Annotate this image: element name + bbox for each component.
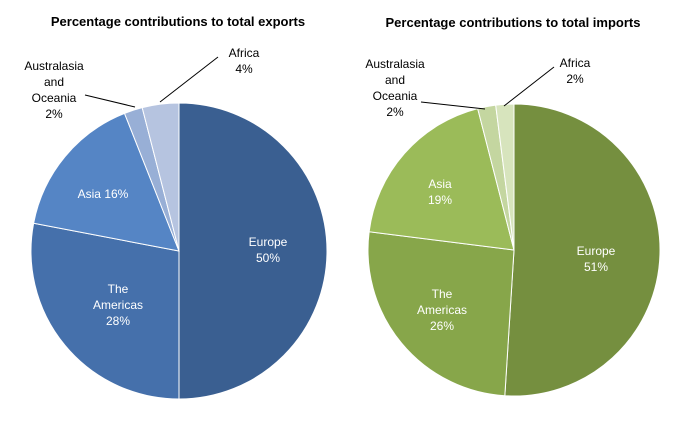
imports-label-australasia-and-oceania: Australasia and Oceania 2% — [365, 57, 425, 119]
imports-slice-africa — [495, 103, 515, 251]
exports-label-europe: Europe 50% — [249, 235, 288, 265]
exports-slice-europe — [178, 102, 328, 400]
exports-slice-asia — [33, 112, 180, 252]
exports-label-the-americas: The Americas 28% — [93, 282, 143, 328]
exports-label-australasia-and-oceania: Australasia and Oceania 2% — [24, 59, 84, 121]
imports-label-the-americas: The Americas 26% — [417, 287, 467, 333]
imports-leader-line-africa — [503, 66, 555, 107]
imports-slice-asia — [368, 107, 515, 251]
imports-label-asia: Asia 19% — [428, 177, 452, 207]
imports-label-africa: Africa 2% — [560, 56, 591, 86]
imports-chart-title: Percentage contributions to total import… — [386, 15, 641, 30]
exports-label-asia: Asia 16% — [78, 187, 129, 201]
imports-slice-the-americas — [367, 231, 515, 397]
imports-leader-line-australasia-and-oceania — [420, 101, 486, 110]
imports-label-europe: Europe 51% — [577, 244, 616, 274]
imports-slice-europe — [504, 103, 661, 397]
exports-slice-africa — [141, 102, 180, 252]
exports-label-africa: Africa 4% — [229, 46, 260, 76]
exports-slice-the-americas — [30, 222, 180, 400]
exports-leader-line-africa — [159, 56, 219, 103]
exports-chart-title: Percentage contributions to total export… — [51, 14, 305, 29]
exports-leader-line-australasia-and-oceania — [84, 94, 136, 108]
